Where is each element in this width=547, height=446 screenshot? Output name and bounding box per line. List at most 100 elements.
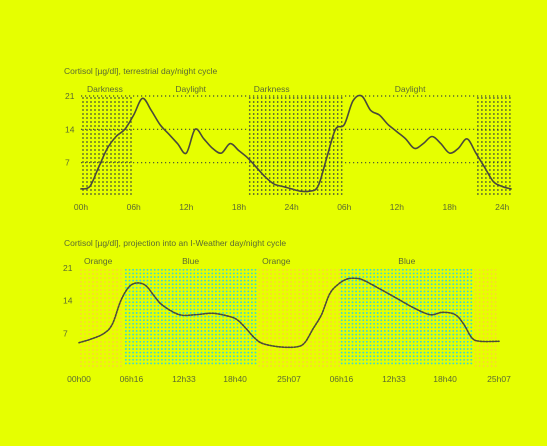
data-point <box>179 314 180 315</box>
band-dots-orange <box>80 269 122 367</box>
band-label: Blue <box>182 256 199 266</box>
data-point <box>274 184 275 185</box>
data-point <box>212 148 213 149</box>
band-label: Orange <box>262 256 291 266</box>
chart-terrestrial-cycle: Cortisol [µg/dl], terrestrial day/night … <box>64 66 512 212</box>
data-point <box>338 284 339 285</box>
data-point <box>321 314 322 315</box>
data-point <box>107 148 108 149</box>
y-tick-layer: 7 14 21 <box>65 91 75 168</box>
data-point <box>370 110 371 111</box>
data-point <box>203 138 204 139</box>
data-point <box>145 285 146 286</box>
x-tick-label: 25h07 <box>277 374 301 384</box>
series-line <box>78 277 500 349</box>
band-dots-blue <box>340 268 473 365</box>
data-point <box>475 153 476 154</box>
data-point <box>346 279 347 280</box>
data-point <box>238 150 239 151</box>
data-point <box>300 191 301 192</box>
data-point <box>510 188 511 189</box>
x-tick-layer: 00h00 06h16 12h33 18h40 25h07 06h16 12h33 18h40… <box>67 374 511 384</box>
data-point <box>212 313 213 314</box>
data-point <box>304 342 305 343</box>
data-point <box>116 136 117 137</box>
band-label: Orange <box>84 256 113 266</box>
data-point <box>186 153 187 154</box>
data-point <box>440 143 441 144</box>
x-tick-label: 18h <box>232 202 246 212</box>
x-tick-label: 06h16 <box>330 374 354 384</box>
data-point <box>80 188 81 189</box>
data-point <box>91 338 92 339</box>
x-tick-label: 06h <box>127 202 141 212</box>
band-dots-blue <box>124 268 257 365</box>
data-point <box>467 138 468 139</box>
data-point <box>405 138 406 139</box>
data-point <box>493 181 494 182</box>
data-point <box>246 328 247 329</box>
data-point <box>265 176 266 177</box>
data-point <box>396 298 397 299</box>
data-point <box>279 346 280 347</box>
data-point <box>455 314 456 315</box>
y-tick-label: 7 <box>65 158 70 168</box>
data-point <box>317 186 318 187</box>
data-point <box>309 191 310 192</box>
data-point <box>229 316 230 317</box>
data-point <box>221 153 222 154</box>
chart-title-iweather: Cortisol [µg/dl], projection into an I-W… <box>64 238 286 248</box>
y-tick-label: 14 <box>63 296 73 306</box>
band-label: Darkness <box>254 84 290 94</box>
data-point <box>78 342 79 343</box>
data-point <box>313 328 314 329</box>
data-point <box>195 129 196 130</box>
x-tick-label: 18h <box>443 202 457 212</box>
data-point <box>388 124 389 125</box>
chart-iweather-cycle: Cortisol [µg/dl], projection into an I-W… <box>63 238 511 384</box>
data-point <box>247 157 248 158</box>
band-dots-dark <box>477 97 511 195</box>
data-point <box>498 341 499 342</box>
data-point <box>159 124 160 125</box>
y-tick-label: 14 <box>65 124 75 134</box>
data-point <box>133 114 134 115</box>
data-point <box>329 293 330 294</box>
data-point <box>120 300 121 301</box>
data-point <box>413 307 414 308</box>
x-tick-label: 24h <box>285 202 299 212</box>
x-tick-label: 06h16 <box>120 374 144 384</box>
data-point <box>463 323 464 324</box>
x-tick-label: 12h <box>390 202 404 212</box>
data-point <box>124 129 125 130</box>
band-layer: Orange Blue Orange Blue <box>80 256 497 367</box>
x-tick-label: 00h00 <box>67 374 91 384</box>
data-point <box>431 136 432 137</box>
data-point <box>442 312 443 313</box>
data-point <box>296 346 297 347</box>
data-point <box>354 278 355 279</box>
y-tick-label: 21 <box>63 263 73 273</box>
data-point <box>137 282 138 283</box>
data-point <box>502 186 503 187</box>
data-point <box>326 157 327 158</box>
data-point <box>379 288 380 289</box>
data-point <box>262 343 263 344</box>
data-point <box>449 153 450 154</box>
y-tick-layer: 7 14 21 <box>63 263 73 338</box>
data-point <box>154 295 155 296</box>
data-point <box>282 186 283 187</box>
data-point <box>89 186 90 187</box>
band-label: Blue <box>398 256 415 266</box>
data-point <box>142 98 143 99</box>
data-point <box>423 143 424 144</box>
band-dots-dark <box>82 97 132 195</box>
y-tick-label: 7 <box>63 328 68 338</box>
band-dots-orange <box>258 269 340 367</box>
data-point <box>237 320 238 321</box>
data-point <box>104 333 105 334</box>
x-tick-label: 18h40 <box>223 374 247 384</box>
x-tick-layer: 00h 06h 12h 18h 24h 06h 12h 18h 24h <box>74 202 510 212</box>
data-point <box>379 114 380 115</box>
